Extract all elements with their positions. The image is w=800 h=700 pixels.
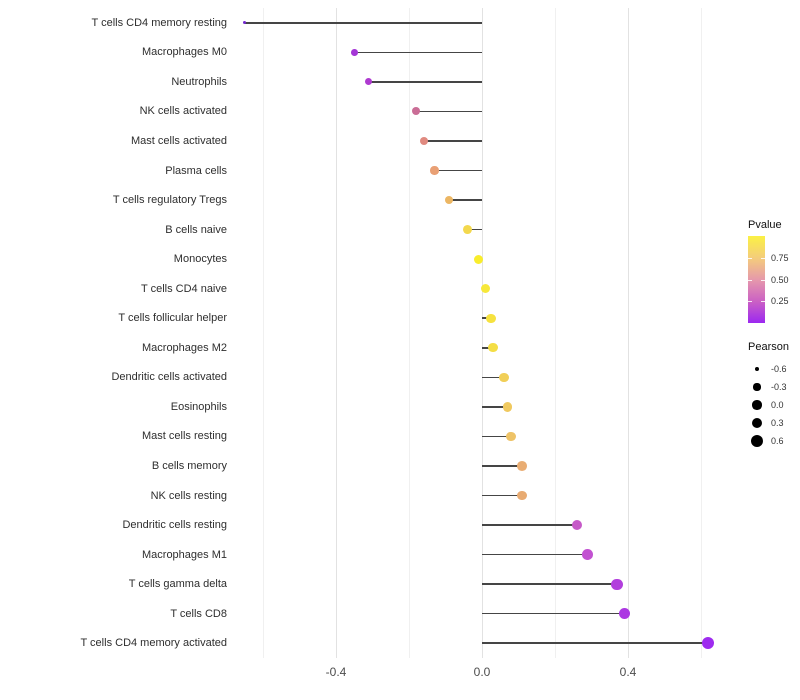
pvalue-tick-label: 0.50	[771, 274, 789, 285]
lollipop-stem	[368, 81, 482, 83]
pearson-legend-title: Pearson	[748, 341, 789, 353]
lollipop-stem	[416, 110, 482, 113]
pvalue-colorbar-tick	[748, 257, 752, 259]
data-point-dot	[419, 136, 428, 145]
lollipop-stem	[482, 524, 577, 526]
data-point-dot	[611, 578, 623, 590]
x-axis-tick-label: 0.0	[473, 665, 491, 679]
lollipop-stem	[434, 169, 482, 172]
data-point-dot	[473, 254, 483, 264]
lollipop-stem	[244, 21, 482, 24]
x-gridline	[409, 8, 410, 658]
data-point-dot	[702, 637, 715, 650]
lollipop-stem	[482, 642, 709, 645]
y-axis-label: B cells naive	[165, 223, 227, 236]
y-axis-label: T cells gamma delta	[128, 578, 227, 591]
x-axis-tick-label: 0.4	[619, 665, 637, 679]
data-point-dot	[582, 549, 594, 560]
lollipop-stem	[482, 494, 523, 497]
lollipop-stem	[482, 376, 504, 379]
y-axis-label: Dendritic cells activated	[111, 371, 227, 384]
pvalue-tick-label: 0.75	[771, 252, 789, 263]
data-point-dot	[486, 313, 496, 323]
data-point-dot	[481, 284, 491, 294]
pearson-size-dot	[753, 383, 761, 391]
lollipop-stem	[482, 612, 625, 615]
lollipop-stem	[482, 553, 588, 556]
y-axis-label: T cells follicular helper	[118, 312, 227, 325]
lollipop-stem	[482, 465, 523, 467]
pvalue-colorbar-tick	[748, 279, 752, 281]
y-axis-label: Macrophages M0	[142, 46, 227, 59]
y-axis-label: Plasma cells	[165, 164, 227, 177]
pearson-size-label: 0.6	[771, 436, 784, 446]
pvalue-colorbar-tick	[761, 257, 765, 259]
pvalue-colorbar-tick	[748, 301, 752, 303]
pvalue-tick-label: 0.25	[771, 296, 789, 307]
pvalue-colorbar-tick	[761, 301, 765, 303]
lollipop-stem	[423, 140, 482, 142]
data-point-dot	[517, 490, 528, 501]
pearson-size-dot	[751, 417, 763, 429]
data-point-dot	[502, 402, 513, 412]
x-axis-tick-label: -0.4	[325, 665, 347, 679]
data-point-dot	[444, 195, 454, 205]
pearson-size-dot	[750, 434, 764, 448]
y-axis-label: T cells CD4 memory activated	[80, 637, 227, 650]
lollipop-stem	[449, 199, 482, 201]
data-point-dot	[350, 48, 358, 56]
y-axis-label: T cells regulatory Tregs	[112, 194, 227, 207]
data-point-dot	[571, 519, 583, 531]
data-point-dot	[499, 372, 509, 383]
lollipop-stem	[482, 583, 618, 585]
lollipop-stem	[482, 346, 493, 349]
data-point-dot	[365, 78, 373, 86]
y-axis-label: Macrophages M1	[142, 548, 227, 561]
y-axis-label: NK cells resting	[150, 489, 227, 502]
x-gridline	[336, 8, 337, 658]
data-point-dot	[430, 166, 439, 175]
y-axis-label: Mast cells resting	[142, 430, 227, 443]
y-axis-label: T cells CD4 memory resting	[91, 16, 228, 29]
y-axis-label: Macrophages M2	[142, 341, 227, 354]
pearson-size-dot	[754, 366, 760, 372]
x-gridline	[555, 8, 556, 658]
lollipop-stem	[482, 406, 508, 408]
pearson-size-label: 0.0	[771, 400, 784, 410]
pearson-size-label: -0.3	[771, 382, 787, 392]
data-point-dot	[517, 461, 528, 471]
pvalue-colorbar	[748, 236, 765, 323]
data-point-dot	[506, 431, 517, 442]
x-gridline	[482, 8, 483, 658]
y-axis-label: Eosinophils	[170, 400, 227, 413]
data-point-dot	[243, 21, 247, 25]
pearson-size-label: -0.6	[771, 364, 787, 374]
y-axis-label: B cells memory	[151, 459, 227, 472]
x-gridline	[701, 8, 702, 658]
y-axis-label: NK cells activated	[139, 105, 227, 118]
lollipop-stem	[354, 51, 482, 54]
y-axis-label: Neutrophils	[171, 75, 227, 88]
y-axis-label: Dendritic cells resting	[122, 519, 227, 532]
y-axis-label: T cells CD4 naive	[141, 282, 227, 295]
pvalue-legend-title: Pvalue	[748, 219, 782, 231]
data-point-dot	[618, 608, 630, 620]
data-point-dot	[462, 225, 472, 235]
y-axis-label: Mast cells activated	[131, 134, 227, 147]
plot-panel	[236, 8, 726, 658]
pearson-size-dot	[752, 400, 762, 410]
y-axis-label: Monocytes	[173, 253, 227, 266]
x-gridline	[263, 8, 264, 658]
lollipop-stem	[482, 435, 512, 438]
pvalue-colorbar-tick	[761, 279, 765, 281]
data-point-dot	[412, 107, 421, 116]
data-point-dot	[488, 343, 498, 353]
lollipop-stem	[467, 228, 482, 231]
pearson-size-label: 0.3	[771, 418, 784, 428]
x-gridline	[628, 8, 629, 658]
y-axis-label: T cells CD8	[170, 607, 227, 620]
